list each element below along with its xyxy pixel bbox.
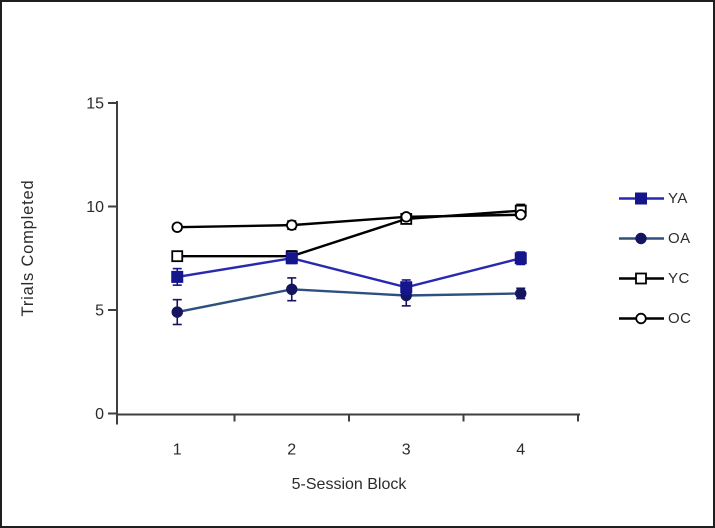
axes: 0 5 10 15 1 2 3 4 xyxy=(86,96,580,459)
legend-label: YC xyxy=(668,270,690,287)
legend-item-OA: OA xyxy=(618,228,692,249)
series-line-OA xyxy=(177,288,521,314)
chart-legend: YA OA YC OC xyxy=(618,188,692,329)
legend-item-OC: OC xyxy=(618,308,692,329)
marker-OA-1 xyxy=(171,306,183,318)
y-tick-label: 10 xyxy=(86,199,104,216)
legend-marker-open-square-icon xyxy=(619,272,664,285)
series-OA xyxy=(171,277,527,326)
marker-YA-3 xyxy=(400,281,413,294)
marker-YA-2 xyxy=(285,252,298,265)
legend-marker-YA xyxy=(635,192,647,205)
legend-label: YA xyxy=(668,190,688,207)
y-tick-label: 15 xyxy=(86,96,104,113)
legend-marker-filled-square-icon xyxy=(619,192,664,205)
marker-YA-1 xyxy=(171,270,184,283)
legend-label: OA xyxy=(668,230,691,247)
marker-YC-1 xyxy=(171,250,184,263)
marker-OC-3 xyxy=(400,211,412,223)
legend-marker-OA xyxy=(635,232,647,245)
y-tick-label: 0 xyxy=(95,406,104,423)
marker-OC-1 xyxy=(171,221,183,233)
x-tick-label: 1 xyxy=(173,442,182,459)
marker-OA-2 xyxy=(286,283,298,295)
legend-label: OC xyxy=(668,310,692,327)
legend-marker-open-circle-icon xyxy=(619,312,664,325)
legend-marker-YC xyxy=(635,272,647,285)
x-tick-label: 3 xyxy=(402,442,411,459)
series-line-YC xyxy=(177,209,521,258)
marker-OA-4 xyxy=(515,287,527,300)
series-OC xyxy=(171,209,527,233)
x-tick-label: 4 xyxy=(516,442,525,459)
marker-OC-4 xyxy=(515,209,527,221)
marker-OC-2 xyxy=(286,219,298,231)
series-YA xyxy=(171,251,527,296)
series-line-YA xyxy=(177,257,522,289)
data-series xyxy=(171,203,527,326)
series-YC xyxy=(171,203,527,263)
x-tick-label: 2 xyxy=(287,442,296,459)
legend-item-YC: YC xyxy=(618,268,692,289)
legend-marker-OC xyxy=(635,312,647,325)
legend-marker-filled-circle-icon xyxy=(619,232,664,245)
x-axis-title: 5-Session Block xyxy=(292,476,408,493)
marker-YA-4 xyxy=(514,252,527,265)
y-axis-title: Trials Completed xyxy=(19,180,37,317)
legend-item-YA: YA xyxy=(618,188,692,209)
y-tick-label: 5 xyxy=(95,303,104,320)
series-line-OC xyxy=(177,213,521,229)
